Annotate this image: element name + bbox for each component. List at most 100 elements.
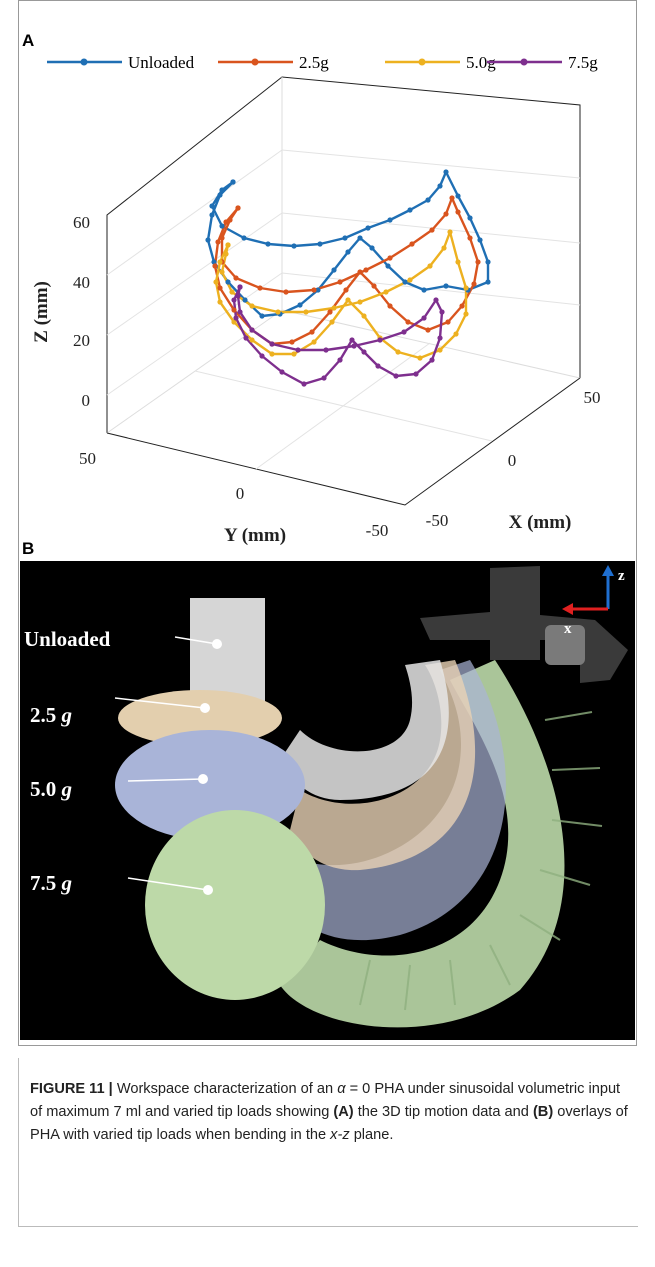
curve-marker	[219, 223, 225, 229]
load-label: 7.5 g	[30, 871, 72, 895]
leader-lines	[114, 636, 218, 891]
curve-marker	[217, 192, 223, 198]
curve-marker	[219, 269, 225, 275]
caption-run: α	[337, 1081, 346, 1097]
load-value: 7.5	[30, 871, 56, 895]
curve-marker	[429, 357, 435, 363]
load-unit: g	[61, 871, 73, 895]
curve-marker	[231, 297, 237, 303]
legend-label: 2.5g	[299, 53, 329, 72]
caption-run: the 3D tip motion data and	[353, 1104, 533, 1120]
photo: Unloaded 2.5 g 5.0 g 7.5 g z x	[20, 561, 635, 1040]
caption-run: overlays of PHA with varied tip loads wh…	[30, 1104, 628, 1143]
caption-run: x-z	[330, 1127, 350, 1143]
legend-marker	[418, 58, 426, 66]
z-axis-text: z	[618, 568, 625, 584]
curve-marker	[215, 239, 221, 245]
figure: A Unloaded 2.5g 5.0g 7.5g 60 40 20 0 50 0 -…	[18, 0, 637, 1046]
load-label: Unloaded	[24, 627, 111, 651]
curve-marker	[249, 327, 255, 333]
curve-marker	[455, 259, 461, 265]
y-tick-label: 50	[79, 449, 96, 468]
curve-marker	[241, 235, 247, 241]
y-axis-label: Y (mm)	[224, 525, 286, 546]
curve-marker	[475, 259, 481, 265]
curve-marker	[243, 335, 249, 341]
caption-run: (A)	[333, 1104, 354, 1120]
x-axis-label: X (mm)	[509, 512, 572, 533]
curve-marker	[345, 249, 351, 255]
curve-marker	[407, 277, 413, 283]
curve-marker	[301, 381, 307, 387]
curve-marker	[225, 242, 231, 248]
tip-5-0g	[115, 730, 305, 840]
curve-marker	[447, 229, 453, 235]
curve-marker	[443, 211, 449, 217]
curve-marker	[455, 209, 461, 215]
curve-marker	[233, 315, 239, 321]
curve-marker	[233, 275, 239, 281]
curve-marker	[425, 327, 431, 333]
curve-marker	[421, 287, 427, 293]
z-tick-label: 40	[73, 273, 90, 292]
curve-marker	[383, 289, 389, 295]
legend-marker	[80, 58, 88, 66]
legend: Unloaded 2.5g 5.0g 7.5g	[47, 53, 598, 72]
curve-marker	[235, 205, 241, 211]
curve-marker	[303, 309, 309, 315]
curve-marker	[327, 309, 333, 315]
x-tick-label: 0	[508, 451, 517, 470]
curve-marker	[449, 195, 455, 201]
curve-marker	[417, 355, 423, 361]
curve-marker	[237, 309, 243, 315]
curve-marker	[209, 212, 215, 218]
curve-marker	[345, 297, 351, 303]
legend-label: 5.0g	[466, 53, 496, 72]
curve-marker	[467, 215, 473, 221]
x-axis-text: x	[564, 621, 572, 637]
caption-run: Workspace characterization of an	[112, 1081, 338, 1097]
curve-marker	[229, 289, 235, 295]
curve-marker	[343, 287, 349, 293]
curve-marker	[363, 267, 369, 273]
legend-marker	[520, 58, 528, 66]
curve-marker	[219, 187, 225, 193]
curve-marker	[357, 299, 363, 305]
curve-marker	[463, 285, 469, 291]
arm-ribs	[359, 711, 603, 1011]
box-floor	[106, 377, 581, 506]
curve-marker	[217, 299, 223, 305]
curve-marker	[401, 329, 407, 335]
caption-run: (B)	[532, 1104, 554, 1120]
curve-marker	[385, 263, 391, 269]
curve-marker	[231, 319, 237, 325]
box-back	[106, 76, 581, 433]
curve-marker	[317, 241, 323, 247]
box-edge	[106, 309, 283, 434]
curve-marker	[231, 307, 237, 313]
box-edge	[281, 309, 581, 379]
curve-marker	[249, 337, 255, 343]
curve-marker	[437, 183, 443, 189]
tick-labels: 60 40 20 0 50 0 -50 -50 0 50	[73, 213, 601, 540]
curve-marker	[413, 371, 419, 377]
curve-marker	[217, 285, 223, 291]
legend-label: 7.5g	[568, 53, 598, 72]
curve-marker	[357, 269, 363, 275]
curve-marker	[443, 283, 449, 289]
curve-marker	[402, 279, 408, 285]
caption-run: FIGURE 11 |	[30, 1081, 113, 1097]
curve-marker	[349, 337, 355, 343]
leader-dots	[198, 639, 222, 895]
curve-marker	[257, 285, 263, 291]
curve-marker	[311, 339, 317, 345]
curve-marker	[371, 283, 377, 289]
curve-marker	[387, 303, 393, 309]
curve-marker	[377, 337, 383, 343]
z-tick-label: 0	[82, 391, 91, 410]
curve-marker	[242, 297, 248, 303]
curves	[205, 169, 491, 387]
curve-marker	[421, 315, 427, 321]
y-tick-label: -50	[366, 521, 389, 540]
curve-marker	[259, 313, 265, 319]
